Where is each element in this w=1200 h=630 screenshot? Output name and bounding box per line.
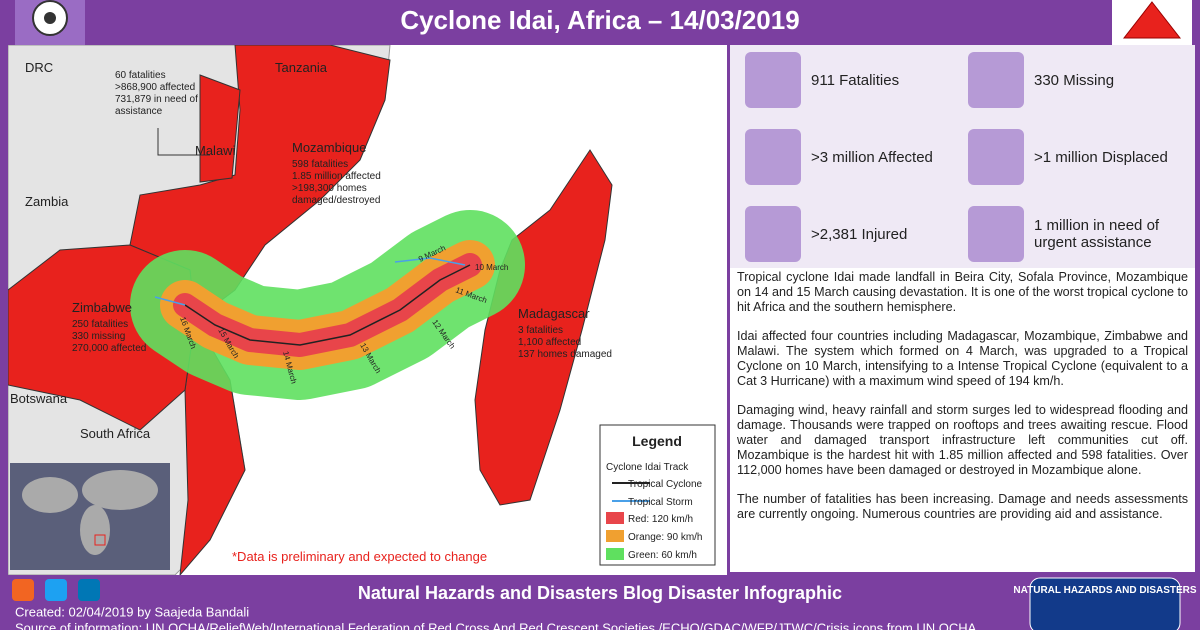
title: Cyclone Idai, Africa – 14/03/2019 xyxy=(400,5,799,35)
annotation-name: Mozambique xyxy=(292,140,366,155)
stat-text: >3 million Affected xyxy=(811,148,933,166)
country-label: Zambia xyxy=(25,194,69,209)
legend-title: Legend xyxy=(632,433,682,449)
track-label: 10 March xyxy=(475,263,508,272)
storm-track xyxy=(154,296,186,306)
annotation-line: 1.85 million affected xyxy=(292,171,381,182)
inset-land xyxy=(82,470,158,510)
country-label: DRC xyxy=(25,60,53,75)
legend-item: Tropical Storm xyxy=(628,497,693,508)
legend-item: Orange: 90 km/h xyxy=(628,532,702,543)
stat: >3 million Affected xyxy=(745,129,960,185)
footer-title: Natural Hazards and Disasters Blog Disas… xyxy=(358,583,842,603)
annotation-line: 598 fatalities xyxy=(292,159,348,170)
annotation-line: damaged/destroyed xyxy=(292,195,380,206)
warning-icon xyxy=(1122,1,1182,39)
created: Created: 02/04/2019 by Saajeda Bandali xyxy=(15,604,249,619)
annotation-line: 3 fatalities xyxy=(518,325,563,336)
stat-icon xyxy=(745,52,801,108)
stat-icon xyxy=(968,129,1024,185)
stat-text: 330 Missing xyxy=(1034,71,1115,89)
stat-icon xyxy=(745,206,801,262)
annotation-name: Zimbabwe xyxy=(72,300,132,315)
legend-orange xyxy=(606,530,624,542)
stat-text: 911 Fatalities xyxy=(811,71,900,89)
madagascar xyxy=(474,149,613,506)
storm-track xyxy=(394,257,466,266)
linkedin-icon xyxy=(78,579,100,601)
stat-text: 1 million in need of urgent assistance xyxy=(1034,217,1160,251)
stat-icon xyxy=(968,206,1024,262)
stat-text: >2,381 Injured xyxy=(811,225,908,243)
description: Tropical cyclone Idai made landfall in B… xyxy=(730,268,1195,572)
legend-item: Tropical Cyclone xyxy=(628,479,703,490)
disclaimer: *Data is preliminary and expected to cha… xyxy=(232,549,487,564)
annotation-line: 1,100 affected xyxy=(518,337,581,348)
stat: 911 Fatalities xyxy=(745,52,960,108)
stat: 330 Missing xyxy=(968,52,1183,108)
paragraph: Damaging wind, heavy rainfall and storm … xyxy=(737,403,1188,477)
cyclone-eye xyxy=(44,12,56,24)
legend-item: Red: 120 km/h xyxy=(628,514,693,525)
inset-marker xyxy=(94,534,106,546)
stat-icon xyxy=(745,129,801,185)
paragraph: Tropical cyclone Idai made landfall in B… xyxy=(737,270,1188,314)
inset-land xyxy=(22,477,78,513)
country-label: Malawi xyxy=(195,143,236,158)
stat-text: >1 million Displaced xyxy=(1034,148,1168,166)
stat: >1 million Displaced xyxy=(968,129,1183,185)
blogger-icon xyxy=(12,579,34,601)
paragraph: The number of fatalities has been increa… xyxy=(737,492,1188,521)
inset-land xyxy=(80,505,110,555)
annotation-line: >198,300 homes xyxy=(292,183,367,194)
legend-track-title: Cyclone Idai Track xyxy=(606,462,689,473)
legend-green xyxy=(606,548,624,560)
legend-item: Green: 60 km/h xyxy=(628,550,697,561)
mozambique xyxy=(129,45,391,575)
country-label: Botswana xyxy=(10,391,68,406)
stat: >2,381 Injured xyxy=(745,206,960,262)
annotation-line: 250 fatalities xyxy=(72,319,128,330)
country-label: Tanzania xyxy=(275,60,328,75)
stats-panel: 911 Fatalities 330 Missing >3 million Affe… xyxy=(730,45,1195,268)
stat-icon xyxy=(968,52,1024,108)
stat: 1 million in need of urgent assistance xyxy=(968,206,1183,262)
paragraph: Idai affected four countries including M… xyxy=(737,329,1188,388)
annotation-line: 330 missing xyxy=(72,331,125,342)
map: DRC Tanzania Zambia Malawi Botswana South Afr… xyxy=(8,45,727,575)
blog-logo-text: NATURAL HAZARDS AND DISASTERS xyxy=(1013,585,1196,596)
cyclone-track xyxy=(184,264,471,346)
annotation-line: 731,879 in need of xyxy=(115,94,198,105)
annotation-line: 60 fatalities xyxy=(115,70,166,81)
annotation-name: Madagascar xyxy=(518,306,590,321)
country-label: South Africa xyxy=(80,426,151,441)
annotation-line: 270,000 affected xyxy=(72,343,146,354)
leader-line xyxy=(157,128,210,156)
blog-logo xyxy=(1029,577,1181,630)
twitter-icon xyxy=(45,579,67,601)
legend-red xyxy=(606,512,624,524)
footer: Natural Hazards and Disasters Blog Disas… xyxy=(12,577,1197,630)
header: Cyclone Idai, Africa – 14/03/2019 xyxy=(15,0,1192,45)
annotation-line: >868,900 affected xyxy=(115,82,195,93)
source: Source of information: UN OCHA/ReliefWeb… xyxy=(15,620,977,630)
annotation-line: 137 homes damaged xyxy=(518,349,612,360)
annotation-line: assistance xyxy=(115,106,163,117)
